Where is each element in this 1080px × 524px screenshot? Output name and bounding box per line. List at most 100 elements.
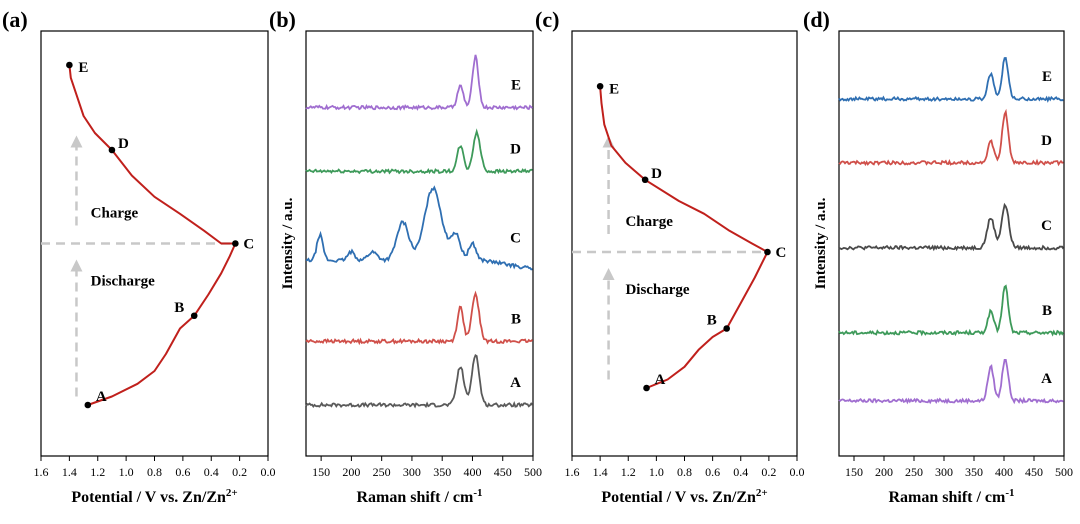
x-axis-label-text: Raman shift / cm	[356, 489, 474, 506]
x-tick-label: 200	[342, 465, 360, 479]
x-tick-label: 0.0	[261, 465, 276, 479]
plot-frame	[305, 30, 534, 457]
charge-label: Charge	[91, 206, 139, 222]
discharge-arrow-head	[602, 268, 615, 280]
voltage-curve	[68, 64, 237, 406]
point-B	[190, 312, 198, 320]
x-tick-label: 0.4	[733, 465, 748, 479]
x-axis-label-sup: 2+	[226, 487, 238, 499]
y-axis-label: Intensity / a.u.	[280, 197, 296, 289]
x-axis-label-text: Potential / V vs. Zn/Zn	[601, 489, 756, 506]
series-label-E: E	[1042, 69, 1052, 85]
x-tick-label: 1.6	[34, 465, 49, 479]
x-tick-label: 1.0	[119, 465, 134, 479]
x-axis-label: Potential / V vs. Zn/Zn2+	[601, 487, 767, 506]
panel-d: (d) 150 200 250 300 350 400 450 500 Raman shift /…	[803, 7, 1073, 506]
x-tick-label: 1.2	[621, 465, 636, 479]
x-axis-label: Potential / V vs. Zn/Zn2+	[71, 487, 237, 506]
x-tick-label: 450	[494, 465, 512, 479]
x-tick-label: 0.8	[147, 465, 162, 479]
point-label-D: D	[118, 136, 129, 152]
x-tick-label: 1.4	[593, 465, 608, 479]
series-label-A: A	[510, 375, 521, 391]
plot-frame	[571, 30, 798, 457]
x-tick-label: 250	[905, 465, 923, 479]
spectrum-C	[305, 185, 533, 271]
x-axis-label: Raman shift / cm-1	[888, 487, 1014, 506]
charge-label: Charge	[625, 214, 673, 230]
x-axis-label-sup: -1	[473, 487, 482, 499]
x-tick-label: 0.6	[175, 465, 190, 479]
plot-frame	[838, 30, 1065, 457]
x-tick-label: 0.2	[761, 465, 776, 479]
series-label-C: C	[510, 231, 521, 247]
x-tick-label: 150	[312, 465, 330, 479]
charge-arrow-head	[70, 135, 83, 148]
x-axis-label-sup: 2+	[756, 487, 768, 499]
x-tick-label: 350	[433, 465, 451, 479]
discharge-label: Discharge	[91, 274, 155, 290]
x-tick-label: 500	[1055, 465, 1073, 479]
x-tick-label: 1.4	[62, 465, 77, 479]
x-tick-label: 250	[373, 465, 391, 479]
point-label-E: E	[78, 60, 88, 76]
point-E	[596, 82, 604, 90]
discharge-label: Discharge	[625, 282, 689, 298]
x-tick-label: 1.2	[90, 465, 105, 479]
point-D	[641, 176, 649, 184]
point-label-E: E	[609, 81, 619, 97]
x-tick-label: 0.6	[705, 465, 720, 479]
series-label-B: B	[511, 311, 521, 327]
spectrum-A	[305, 353, 534, 409]
series-label-D: D	[1041, 133, 1052, 149]
x-tick-label: 0.0	[790, 465, 805, 479]
spectrum-B	[305, 290, 534, 346]
spectrum-C	[838, 202, 1065, 252]
x-tick-label: 400	[995, 465, 1013, 479]
point-label-A: A	[655, 372, 666, 388]
x-tick-label: 200	[875, 465, 893, 479]
panel-label: (d)	[803, 7, 830, 32]
point-label-C: C	[243, 237, 254, 253]
series-label-E: E	[511, 78, 521, 94]
series-label-A: A	[1041, 371, 1052, 387]
x-tick-label: 300	[935, 465, 953, 479]
spectrum-E	[838, 57, 1064, 103]
point-label-B: B	[707, 313, 717, 329]
panel-label: (b)	[269, 7, 296, 32]
point-label-A: A	[96, 389, 107, 405]
series-label-C: C	[1041, 218, 1052, 234]
x-tick-label: 0.8	[677, 465, 692, 479]
point-label-C: C	[775, 245, 786, 261]
point-label-D: D	[651, 166, 662, 182]
x-tick-label: 0.2	[232, 465, 247, 479]
x-tick-label: 350	[965, 465, 983, 479]
x-axis-label-sup: -1	[1005, 487, 1014, 499]
x-axis-label-text: Raman shift / cm	[888, 489, 1006, 506]
spectrum-D	[305, 128, 533, 175]
spectrum-A	[838, 359, 1064, 405]
y-axis-label: Intensity / a.u.	[813, 197, 829, 289]
x-tick-label: 1.0	[649, 465, 664, 479]
x-axis-label: Raman shift / cm-1	[356, 487, 482, 506]
spectrum-B	[838, 284, 1065, 337]
point-B	[723, 325, 730, 332]
series-label-B: B	[1042, 303, 1052, 319]
series-label-D: D	[510, 141, 521, 157]
x-tick-label: 1.6	[565, 465, 580, 479]
panel-c: (c) 1.6 1.4 1.2 1.0 0.8 0.6 0.4 0.2 0.0 Potential …	[535, 7, 805, 506]
x-tick-label: 300	[403, 465, 421, 479]
spectrum-E	[305, 54, 534, 111]
discharge-arrow-head	[70, 259, 83, 272]
point-C	[764, 248, 771, 256]
point-D	[108, 146, 116, 154]
x-tick-label: 150	[845, 465, 863, 479]
panel-b: (b) 150 200 250 300 350 400 450 500 Raman shift /…	[269, 7, 542, 506]
point-E	[66, 61, 73, 69]
spectrum-D	[838, 108, 1064, 167]
panel-label: (a)	[2, 7, 28, 32]
panel-a: (a) 1.6 1.4 1.2 1.0 0.8 0.6 0.4 0.2 0.0 Potential …	[2, 7, 276, 506]
x-axis-label-text: Potential / V vs. Zn/Zn	[71, 489, 226, 506]
voltage-curve	[599, 86, 769, 389]
